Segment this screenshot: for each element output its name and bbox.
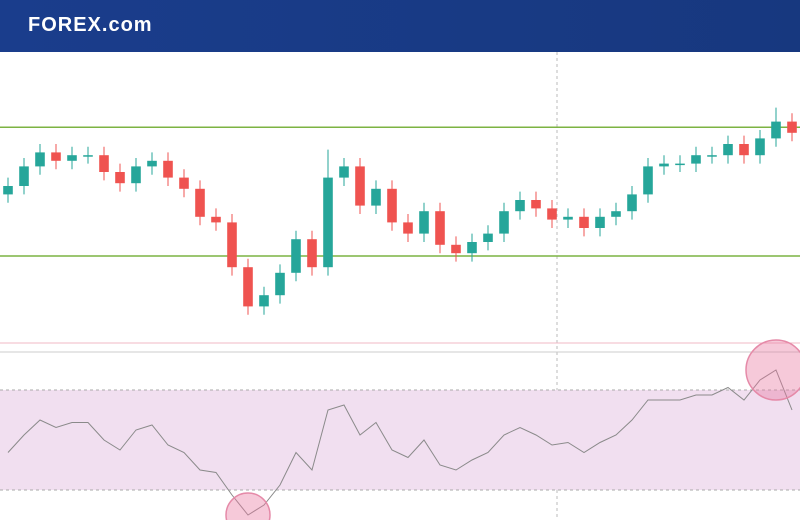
candle-body bbox=[227, 222, 237, 268]
rsi-line bbox=[7, 369, 793, 516]
candle-body bbox=[131, 166, 141, 184]
highlight-circle bbox=[225, 492, 271, 520]
candle-body bbox=[371, 188, 381, 206]
candle-body bbox=[275, 272, 285, 296]
header-bar: FOREX.com bbox=[0, 0, 800, 52]
candle-body bbox=[179, 177, 189, 189]
logo[interactable]: FOREX.com bbox=[28, 14, 153, 36]
candle-body bbox=[643, 166, 653, 195]
candle-body bbox=[19, 166, 29, 186]
candle-body bbox=[451, 244, 461, 254]
candle-body bbox=[723, 144, 733, 156]
candle-body bbox=[3, 186, 13, 195]
candle-body bbox=[211, 216, 221, 223]
candle-body bbox=[259, 295, 269, 307]
candle-body bbox=[163, 160, 173, 178]
candle-body bbox=[339, 166, 349, 178]
candle-body bbox=[531, 200, 541, 209]
candle-body bbox=[755, 138, 765, 156]
candle-body bbox=[787, 121, 797, 133]
candle-body bbox=[691, 155, 701, 164]
candle-body bbox=[675, 163, 685, 166]
candle-body bbox=[579, 216, 589, 228]
candle-body bbox=[739, 144, 749, 156]
rsi-band bbox=[0, 390, 800, 490]
candle-body bbox=[563, 216, 573, 220]
candle-body bbox=[707, 155, 717, 157]
candle-body bbox=[627, 194, 637, 212]
candle-body bbox=[419, 211, 429, 234]
candle-body bbox=[483, 233, 493, 242]
candle-body bbox=[99, 155, 109, 172]
candle-body bbox=[547, 208, 557, 220]
candle-body bbox=[323, 177, 333, 268]
candle-body bbox=[771, 121, 781, 139]
candle-body bbox=[499, 211, 509, 234]
candle-body bbox=[243, 267, 253, 307]
candle-body bbox=[83, 155, 93, 157]
candle-body bbox=[35, 152, 45, 167]
candle-body bbox=[195, 188, 205, 217]
candle-body bbox=[291, 239, 301, 273]
candle-body bbox=[67, 155, 77, 161]
candle-body bbox=[355, 166, 365, 206]
candle-body bbox=[435, 211, 445, 245]
candle-body bbox=[611, 211, 621, 217]
candle-body bbox=[307, 239, 317, 268]
candle-body bbox=[147, 160, 157, 167]
candle-body bbox=[595, 216, 605, 228]
highlight-circle bbox=[745, 339, 800, 401]
candle-body bbox=[115, 172, 125, 184]
candle-body bbox=[403, 222, 413, 234]
candle-body bbox=[515, 200, 525, 212]
candle-body bbox=[467, 242, 477, 254]
candle-body bbox=[387, 188, 397, 223]
candle-body bbox=[659, 163, 669, 167]
candle-body bbox=[51, 152, 61, 161]
